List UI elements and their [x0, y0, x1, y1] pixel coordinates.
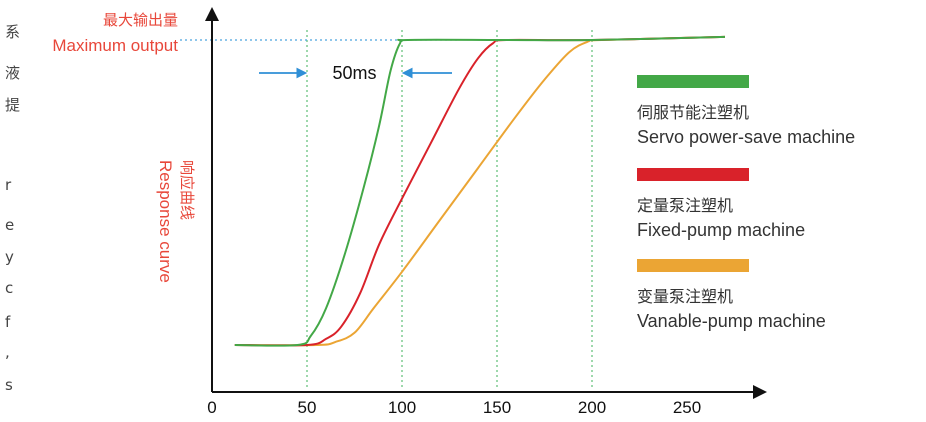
- side-text-fragment: 系: [5, 23, 20, 41]
- legend-label-en: Fixed-pump machine: [637, 220, 805, 240]
- x-tick-labels: 0 50 100 150 200 250: [207, 398, 701, 417]
- side-text-fragment: ,: [5, 343, 10, 361]
- series-lines: [234, 35, 726, 347]
- side-text-fragment: 提: [5, 96, 20, 114]
- legend-label-cn: 变量泵注塑机: [637, 287, 733, 306]
- max-output-label-en: Maximum output: [52, 36, 178, 55]
- side-text-fragment: r: [5, 176, 12, 194]
- side-text-fragment: y: [5, 248, 14, 266]
- side-text-fragment: f: [5, 313, 11, 331]
- legend-label-cn: 伺服节能注塑机: [637, 103, 749, 122]
- side-text-fragment: s: [5, 376, 13, 394]
- x-tick-label: 150: [483, 398, 511, 417]
- duration-annotation: 50ms: [259, 63, 452, 83]
- legend-swatch: [637, 259, 749, 272]
- y-axis-label-en: Response curve: [156, 160, 175, 283]
- legend-swatch: [637, 168, 749, 181]
- side-text-fragment: c: [5, 279, 13, 297]
- y-axis-label-cn: 响应曲线: [178, 160, 196, 220]
- side-text-fragment: 液: [5, 64, 20, 82]
- legend-label-en: Servo power-save machine: [637, 127, 855, 147]
- legend-swatch: [637, 75, 749, 88]
- x-tick-label: 250: [673, 398, 701, 417]
- legend-label-cn: 定量泵注塑机: [637, 196, 733, 215]
- x-tick-label: 50: [298, 398, 317, 417]
- legend-label-en: Vanable-pump machine: [637, 311, 826, 331]
- series-line: [234, 35, 726, 347]
- side-text-fragment: e: [5, 216, 14, 234]
- series-line: [234, 35, 726, 347]
- x-tick-label: 0: [207, 398, 216, 417]
- legend: 伺服节能注塑机 Servo power-save machine 定量泵注塑机 Fix…: [637, 75, 855, 331]
- max-output-label-cn: 最大输出量: [103, 11, 178, 29]
- x-tick-label: 200: [578, 398, 606, 417]
- annotation-label: 50ms: [332, 63, 376, 83]
- vertical-guides: [306, 30, 593, 388]
- x-tick-label: 100: [388, 398, 416, 417]
